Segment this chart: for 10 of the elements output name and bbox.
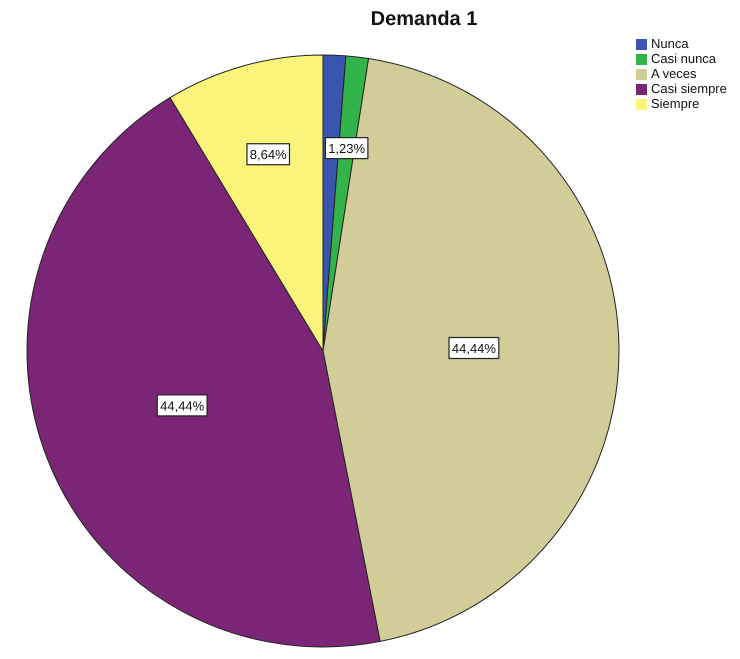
legend-label: Siempre <box>651 96 700 111</box>
data-label: 44,44% <box>452 341 496 356</box>
legend-label: Nunca <box>651 36 689 51</box>
chart-title: Demanda 1 <box>370 8 478 30</box>
data-label: 1,23% <box>328 141 366 156</box>
legend-label: Casi nunca <box>651 51 716 66</box>
legend-label: A veces <box>651 66 697 81</box>
data-label: 44,44% <box>160 398 205 414</box>
legend-label: Casi siempre <box>651 81 727 96</box>
data-label: 8,64% <box>250 147 288 162</box>
